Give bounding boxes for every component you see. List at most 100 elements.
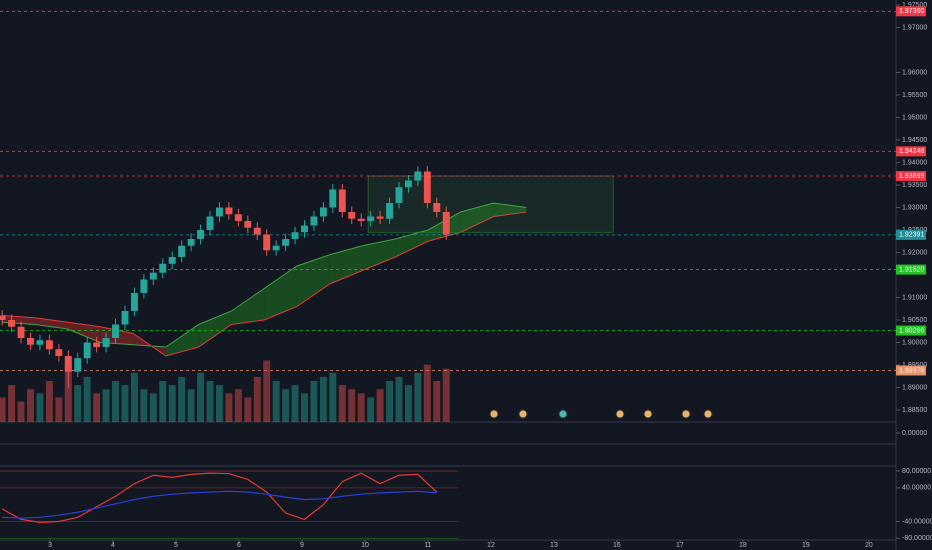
cloud-segment (198, 310, 232, 347)
event-icons (489, 409, 713, 419)
candle-body (253, 227, 261, 235)
candle-body (0, 315, 6, 320)
candle-body (395, 187, 403, 203)
volume-bar (102, 389, 110, 422)
x-tick-label: 20 (865, 542, 873, 549)
candle-body (348, 211, 356, 219)
x-tick-label: 10 (361, 542, 369, 549)
volume-bar (357, 393, 365, 422)
volume-bar (8, 385, 16, 422)
volume-bar (310, 381, 318, 422)
volume-bar (272, 381, 280, 422)
volume-bar (386, 381, 394, 422)
volume-bar (168, 385, 176, 422)
y-tick-label: 1.91000 (902, 294, 927, 301)
cloud-segment (362, 238, 396, 271)
candle-body (310, 216, 318, 226)
volume-bar (244, 397, 252, 422)
volume-bar (442, 368, 450, 422)
level-tag-label: 1.97360 (899, 8, 924, 15)
candle-body (357, 218, 365, 221)
candle-body (8, 319, 16, 327)
candle-body (301, 225, 308, 233)
event-icon[interactable] (681, 409, 691, 419)
candle-body (442, 211, 450, 235)
level-tag-label: 1.93699 (899, 173, 924, 180)
volume-bar (348, 389, 356, 422)
level-tag (896, 171, 926, 182)
y-tick-label: 1.93000 (902, 204, 927, 211)
level-tag-label: 1.91620 (899, 266, 924, 273)
candle-body (386, 202, 394, 219)
y-tick-label: 1.94000 (902, 159, 927, 166)
candle-body (282, 238, 290, 246)
candle-body (291, 232, 299, 239)
candle-body (376, 216, 384, 219)
event-icon[interactable] (518, 409, 528, 419)
volume-bar (0, 397, 6, 422)
volume-bar (414, 372, 422, 422)
y-tick-label: 1.95500 (902, 92, 927, 99)
event-icon[interactable] (489, 409, 499, 419)
zone-box (367, 175, 614, 233)
candle-body (93, 342, 101, 347)
level-tag-label: 1.94248 (899, 148, 924, 155)
candle-body (197, 229, 205, 239)
level-tag (896, 325, 926, 336)
level-tag-label: 1.90266 (899, 327, 924, 334)
volume-bar (45, 381, 53, 422)
candle-body (423, 171, 431, 203)
candle-body (433, 202, 441, 212)
event-icon[interactable] (703, 409, 713, 419)
y-tick-label: 1.88500 (902, 407, 927, 414)
level-tag (896, 6, 926, 17)
candle-body (27, 337, 34, 345)
candle-body (64, 355, 72, 372)
candle-body (130, 292, 138, 311)
volume-bar (338, 385, 346, 422)
volume-bar (282, 389, 290, 422)
event-icon[interactable] (615, 409, 625, 419)
candle-body (168, 256, 176, 264)
level-tag (896, 365, 926, 376)
level-tag (896, 264, 926, 275)
volume-bar (291, 385, 299, 422)
candle-body (414, 171, 422, 181)
volume-bar (130, 372, 138, 422)
candle-body (112, 324, 120, 338)
volume-bar (263, 360, 271, 422)
volume-bar (159, 381, 167, 422)
y-tick-label: 1.89000 (902, 384, 927, 391)
volume-bar (376, 389, 384, 422)
x-tick-label: 19 (802, 542, 810, 549)
x-tick-label: 13 (550, 542, 558, 549)
volume-bar (319, 376, 327, 422)
y-tick-label: 1.95000 (902, 114, 927, 121)
volume-bar (215, 385, 223, 422)
volume-bar (225, 393, 233, 422)
x-tick-label: 12 (487, 542, 495, 549)
candle-body (244, 220, 252, 228)
level-tag (896, 146, 926, 157)
candle-body (17, 326, 25, 338)
candle-body (234, 214, 242, 221)
volume-bar (253, 376, 261, 422)
x-tick-label: 3 (48, 542, 52, 549)
event-icon[interactable] (643, 409, 653, 419)
volume-bar (433, 381, 441, 422)
volume-bar (149, 393, 157, 422)
x-tick-label: 4 (111, 542, 115, 549)
volume-bar (395, 376, 403, 422)
volume-bar (367, 397, 375, 422)
cloud-line (2, 211, 527, 357)
volume-bar (178, 376, 186, 422)
event-icon[interactable] (558, 409, 568, 419)
volume-bar (55, 397, 63, 422)
candle-body (263, 234, 271, 251)
volume-bar (187, 389, 195, 422)
level-tag-label: 1.89378 (899, 367, 924, 374)
candle-body (272, 245, 280, 251)
cloud-segment (34, 317, 68, 329)
candle-body (121, 310, 129, 325)
y-tick-label: 1.94500 (902, 137, 927, 144)
